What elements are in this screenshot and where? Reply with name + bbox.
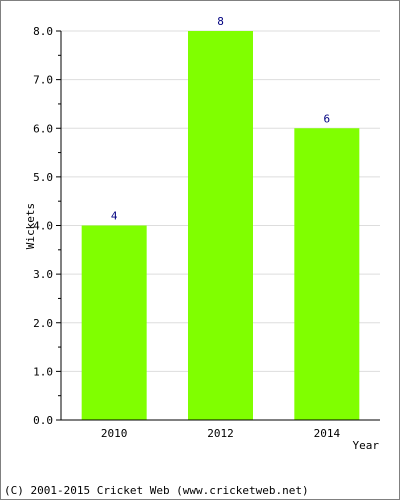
y-tick-label: 0.0 bbox=[33, 414, 53, 427]
data-label-2012: 8 bbox=[217, 15, 224, 28]
x-tick-label: 2010 bbox=[101, 427, 128, 440]
y-axis-label: Wickets bbox=[24, 203, 37, 249]
x-axis-label: Year bbox=[353, 439, 380, 452]
bars bbox=[81, 31, 360, 420]
bar-2014 bbox=[294, 128, 360, 420]
x-tick-label: 2014 bbox=[314, 427, 341, 440]
y-tick-label: 1.0 bbox=[33, 365, 53, 378]
bar-2010 bbox=[81, 225, 147, 420]
y-ticks: 0.0 1.0 2.0 3.0 4.0 5.0 6.0 7.0 8.0 bbox=[33, 25, 61, 427]
y-tick-label: 7.0 bbox=[33, 74, 53, 87]
copyright-footer: (C) 2001-2015 Cricket Web (www.cricketwe… bbox=[4, 484, 309, 497]
data-label-2014: 6 bbox=[324, 112, 331, 125]
y-tick-label: 8.0 bbox=[33, 25, 53, 38]
data-labels: 4 8 6 bbox=[111, 15, 330, 223]
y-tick-label: 6.0 bbox=[33, 122, 53, 135]
y-tick-label: 2.0 bbox=[33, 317, 53, 330]
y-tick-label: 4.0 bbox=[33, 220, 53, 233]
x-ticks: 2010 2012 2014 bbox=[101, 427, 341, 440]
y-tick-label: 3.0 bbox=[33, 268, 53, 281]
y-tick-label: 5.0 bbox=[33, 171, 53, 184]
bar-2012 bbox=[188, 31, 253, 420]
data-label-2010: 4 bbox=[111, 210, 118, 223]
x-tick-label: 2012 bbox=[207, 427, 234, 440]
